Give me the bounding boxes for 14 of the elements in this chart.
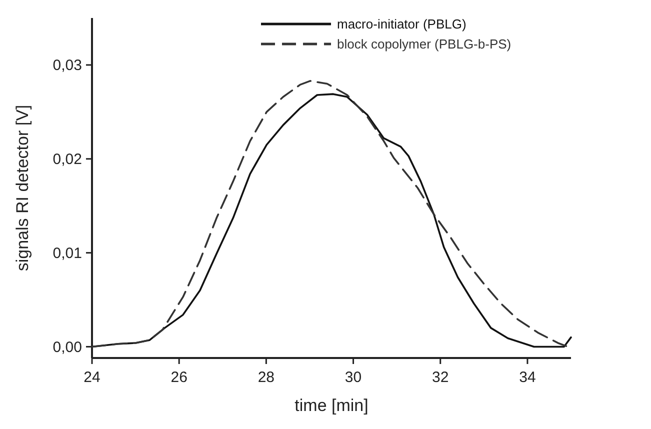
x-tick-label: 24	[84, 369, 100, 386]
x-axis-title: time [min]	[294, 396, 368, 415]
x-tick-label: 30	[344, 369, 362, 386]
y-tick-label: 0,01	[52, 245, 82, 262]
text: macro-initiator (PBLG)	[337, 16, 466, 32]
y-tick-label: 0,02	[52, 151, 82, 168]
y-tick-label: 0,03	[52, 57, 82, 74]
y-tick-label: 0,00	[52, 338, 82, 356]
x-tick-label: 28	[258, 369, 275, 386]
x-tick-label: 32	[432, 369, 449, 386]
x-tick-label: 26	[170, 369, 188, 386]
y-axis-title: signals RI detector [V]	[13, 104, 32, 272]
x-tick-label: 34	[519, 369, 536, 386]
text: block copolymer (PBLG-b-PS)	[337, 36, 512, 52]
